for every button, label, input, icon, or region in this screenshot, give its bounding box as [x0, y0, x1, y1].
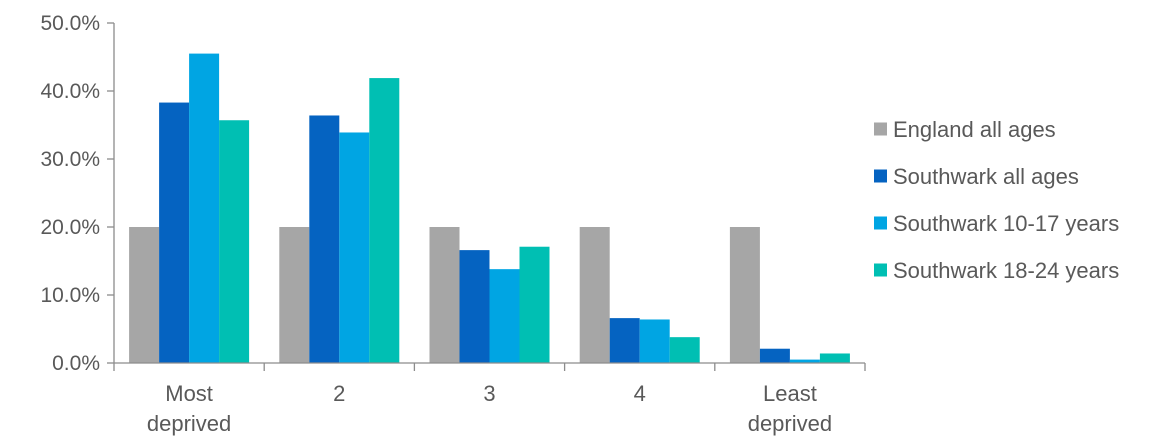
axis-labels: 0.0% 10.0% 20.0% 30.0% 40.0% 50.0% Most deprive…	[40, 12, 832, 436]
x-tick-label: deprived	[147, 411, 231, 436]
bar-2-2	[309, 115, 340, 363]
bar-1-1	[129, 227, 160, 363]
bar-3-5	[789, 359, 820, 363]
bar-3-4	[639, 319, 670, 363]
bar-2-1	[159, 102, 190, 363]
x-tick-label: deprived	[748, 411, 832, 436]
bar-1-2	[279, 227, 310, 363]
bar-3-1	[189, 53, 220, 363]
bar-3-2	[339, 132, 370, 363]
x-tick-label: Least	[763, 381, 817, 406]
bar-1-4	[579, 227, 610, 363]
legend: England all ages Southwark all ages Southw…	[874, 117, 1119, 283]
bar-4-4	[669, 337, 700, 363]
bar-4-3	[519, 246, 550, 363]
bar-3-3	[489, 269, 520, 363]
legend-swatch	[874, 169, 887, 183]
axes	[107, 22, 866, 371]
y-tick-label: 20.0%	[40, 216, 100, 239]
legend-swatch	[874, 263, 887, 277]
bars-layer	[129, 53, 850, 364]
legend-label: Southwark 18-24 years	[893, 258, 1119, 283]
legend-swatch	[874, 216, 887, 230]
bar-2-4	[609, 318, 640, 363]
legend-label: Southwark all ages	[893, 164, 1079, 189]
bar-2-3	[459, 250, 490, 363]
y-tick-label: 50.0%	[40, 12, 100, 35]
y-tick-label: 10.0%	[40, 284, 100, 307]
bar-1-5	[729, 227, 760, 363]
x-tick-label: 4	[634, 381, 646, 406]
legend-label: England all ages	[893, 117, 1056, 142]
bar-2-5	[759, 348, 790, 363]
x-tick-label: Most	[165, 381, 213, 406]
bar-4-2	[369, 78, 400, 363]
bar-4-5	[819, 353, 850, 363]
legend-label: Southwark 10-17 years	[893, 211, 1119, 236]
y-tick-label: 40.0%	[40, 80, 100, 103]
bar-4-1	[219, 120, 250, 364]
y-tick-label: 30.0%	[40, 148, 100, 171]
x-tick-label: 3	[483, 381, 495, 406]
y-tick-label: 0.0%	[52, 352, 100, 375]
legend-swatch	[874, 122, 887, 136]
x-tick-label: 2	[333, 381, 345, 406]
bar-1-3	[429, 227, 460, 363]
